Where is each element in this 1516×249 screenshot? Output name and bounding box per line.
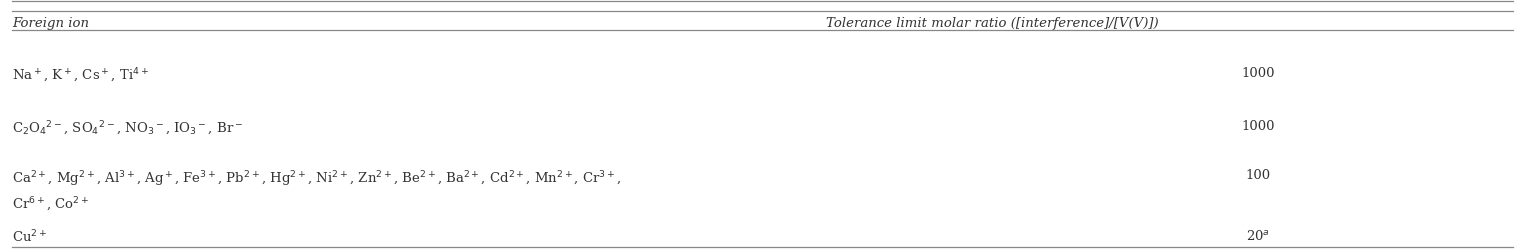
Text: Foreign ion: Foreign ion [12, 17, 89, 30]
Text: C$_2$O$_4$$^{2-}$, SO$_4$$^{2-}$, NO$_3$$^-$, IO$_3$$^-$, Br$^-$: C$_2$O$_4$$^{2-}$, SO$_4$$^{2-}$, NO$_3$… [12, 120, 243, 138]
Text: 1000: 1000 [1242, 120, 1275, 132]
Text: Tolerance limit molar ratio ([interference]/[V(V)]): Tolerance limit molar ratio ([interferen… [826, 17, 1158, 30]
Text: 20$^a$: 20$^a$ [1246, 229, 1270, 243]
Text: 1000: 1000 [1242, 67, 1275, 80]
Text: Ca$^{2+}$, Mg$^{2+}$, Al$^{3+}$, Ag$^+$, Fe$^{3+}$, Pb$^{2+}$, Hg$^{2+}$, Ni$^{2: Ca$^{2+}$, Mg$^{2+}$, Al$^{3+}$, Ag$^+$,… [12, 169, 622, 214]
Text: 100: 100 [1246, 169, 1270, 182]
Text: Na$^+$, K$^+$, Cs$^+$, Ti$^{4+}$: Na$^+$, K$^+$, Cs$^+$, Ti$^{4+}$ [12, 67, 149, 85]
Text: Cu$^{2+}$: Cu$^{2+}$ [12, 229, 47, 246]
